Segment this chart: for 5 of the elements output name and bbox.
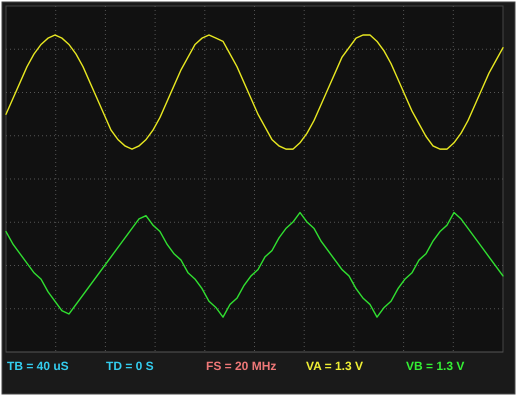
text: VA = 1.3 V: [306, 359, 364, 373]
text: TB = 40 uS: [7, 359, 69, 373]
text: TD = 0 S: [106, 359, 154, 373]
text: VB = 1.3 V: [406, 359, 464, 373]
text: FS = 20 MHz: [206, 359, 276, 373]
